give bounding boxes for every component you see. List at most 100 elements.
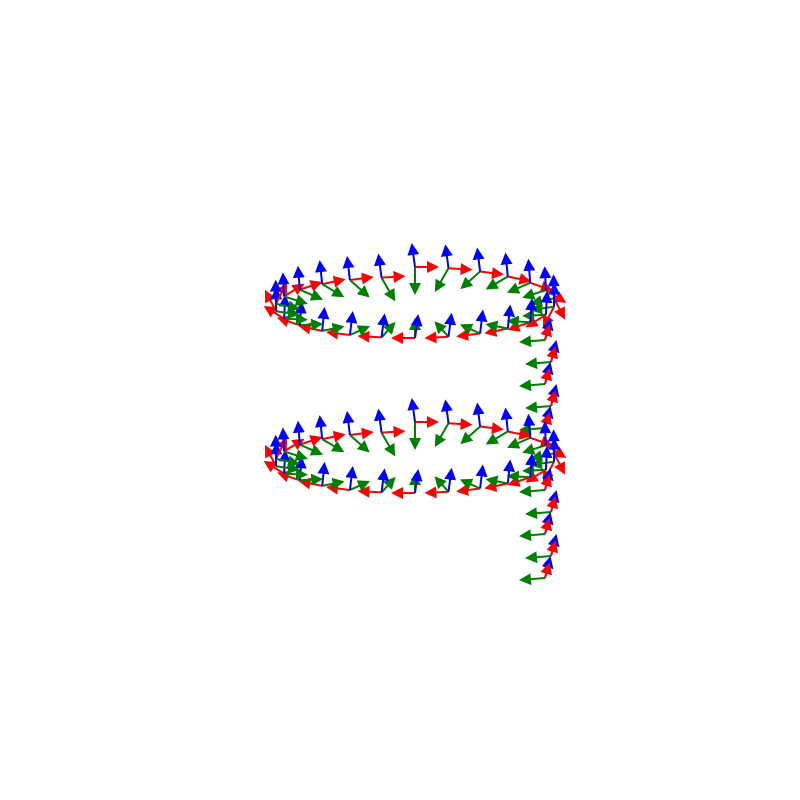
frame-x-axis-50 <box>264 444 277 467</box>
frame-y-axis-3 <box>485 275 509 290</box>
frame-y-axis-37 <box>530 450 555 462</box>
frame-y-axis-24 <box>349 279 370 298</box>
frame-y-axis-17 <box>299 318 324 331</box>
frame-z-axis-44 <box>410 469 423 494</box>
frame-x-axis-57 <box>540 474 553 491</box>
frame-y-axis-14 <box>380 321 396 339</box>
frame-y-axis-38 <box>530 457 555 470</box>
frame-y-axis-19 <box>275 307 300 319</box>
frame-x-axis-58 <box>546 496 559 513</box>
frame-z-axis-5 <box>539 266 552 291</box>
frame-x-axis-4 <box>529 280 553 293</box>
frame-y-axis-22 <box>299 288 324 301</box>
frame-z-axis-14 <box>377 313 390 338</box>
frame-x-axis-18 <box>263 305 285 320</box>
frame-y-axis-16 <box>322 322 345 335</box>
frame-z-axis-40 <box>525 453 538 478</box>
frame-x-axis-1 <box>448 263 473 275</box>
frame-x-axis-33 <box>479 422 504 434</box>
frame-z-axis-42 <box>475 464 488 489</box>
frame-x-axis-37 <box>553 452 566 475</box>
frame-y-axis-28 <box>519 379 546 392</box>
frame-x-axis-60 <box>546 540 559 557</box>
frame-z-axis-41 <box>503 459 516 484</box>
frame-x-axis-42 <box>456 484 481 496</box>
frame-x-axis-16 <box>298 322 323 335</box>
frame-z-axis-23 <box>314 260 327 285</box>
frame-y-axis-56 <box>380 432 396 457</box>
frame-z-axis-16 <box>317 306 330 331</box>
frame-y-axis-18 <box>284 313 308 326</box>
frame-y-axis-32 <box>434 422 450 448</box>
frame-y-axis-11 <box>459 323 481 335</box>
frame-z-axis-34 <box>500 407 513 432</box>
frame-y-axis-47 <box>322 477 345 490</box>
frame-x-axis-54 <box>321 430 346 443</box>
frame-y-axis-30 <box>519 423 546 436</box>
frame-y-axis-8 <box>522 309 546 322</box>
frame-x-axis-43 <box>424 486 449 499</box>
frame-z-axis-54 <box>314 415 327 440</box>
frame-z-axis-35 <box>523 413 536 438</box>
frame-y-axis-26 <box>519 335 546 348</box>
frame-x-axis-9 <box>507 320 531 332</box>
frame-y-axis-41 <box>485 475 508 488</box>
frame-z-axis-3 <box>500 252 513 277</box>
frame-z-axis-8 <box>540 290 553 315</box>
frame-z-axis-39 <box>540 445 553 470</box>
frame-z-axis-25 <box>373 253 386 278</box>
frame-y-axis-61 <box>519 573 546 586</box>
frame-x-axis-56 <box>381 425 406 438</box>
frame-x-axis-6 <box>553 297 566 320</box>
frame-x-axis-40 <box>507 475 531 487</box>
frame-z-axis-9 <box>525 298 538 323</box>
frame-z-axis-52 <box>277 427 290 452</box>
frame-x-axis-35 <box>529 435 553 448</box>
frame-y-axis-46 <box>349 480 371 492</box>
frame-x-axis-2 <box>479 267 504 279</box>
frame-y-axis-1 <box>434 267 450 293</box>
frame-z-axis-36 <box>539 421 552 446</box>
frame-y-axis-10 <box>485 320 508 333</box>
frame-y-axis-9 <box>506 315 531 328</box>
frame-x-axis-19 <box>264 289 277 312</box>
frame-z-axis-33 <box>472 402 485 427</box>
frame-z-axis-32 <box>440 399 453 424</box>
frame-y-axis-23 <box>321 283 345 298</box>
frame-y-axis-55 <box>349 434 370 453</box>
frame-x-axis-59 <box>540 518 553 535</box>
frame-z-axis-55 <box>342 411 355 436</box>
frame-z-axis-11 <box>475 309 488 334</box>
frame-z-axis-45 <box>377 468 390 493</box>
frame-y-axis-48 <box>299 473 324 486</box>
frame-y-axis-42 <box>459 478 481 490</box>
frame-y-axis-21 <box>283 294 308 307</box>
frame-z-axis-43 <box>444 467 457 492</box>
frame-x-axis-23 <box>321 275 346 288</box>
frame-x-axis-49 <box>263 460 285 475</box>
frame-y-axis-20 <box>275 300 300 313</box>
frame-x-axis-14 <box>357 330 382 343</box>
frame-y-axis-53 <box>299 443 324 456</box>
frame-y-axis-43 <box>434 476 450 493</box>
frame-y-axis-57 <box>519 485 546 498</box>
frame-y-axis-4 <box>506 281 531 294</box>
frame-x-axis-47 <box>298 477 323 490</box>
frame-x-axis-26 <box>540 324 553 341</box>
frame-x-axis-61 <box>540 562 553 579</box>
frame-y-axis-5 <box>522 288 547 300</box>
frame-x-axis-41 <box>484 480 509 492</box>
frame-y-axis-2 <box>460 270 481 290</box>
frame-x-axis-10 <box>484 325 509 337</box>
frame-z-axis-31 <box>407 398 420 423</box>
frame-x-axis-25 <box>381 270 406 283</box>
frame-x-axis-28 <box>540 368 553 385</box>
frame-z-axis-2 <box>472 247 485 272</box>
frame-z-axis-0 <box>407 243 420 268</box>
frame-y-axis-54 <box>321 438 345 453</box>
frame-z-axis-10 <box>503 304 516 329</box>
frame-z-axis-48 <box>294 456 307 481</box>
frame-y-axis-36 <box>522 443 547 455</box>
frame-z-axis-15 <box>345 311 358 336</box>
